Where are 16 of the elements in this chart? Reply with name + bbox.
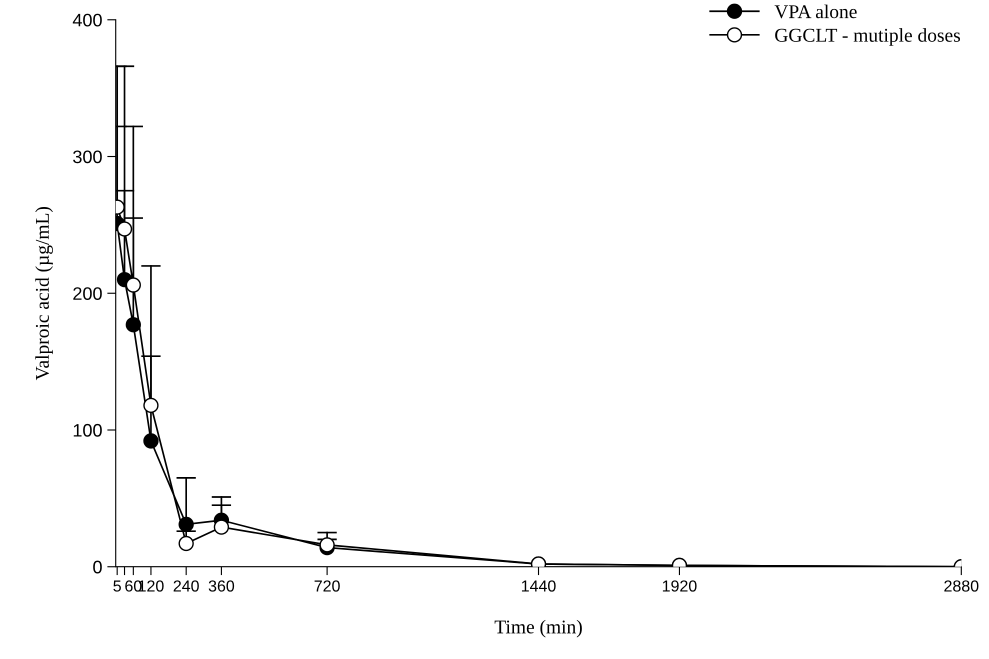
- x-axis-title: Time (min): [494, 620, 582, 638]
- y-tick-label: 400: [72, 14, 102, 26]
- legend-label: GGCLT - mutiple doses: [775, 28, 960, 46]
- x-tick-label: 1440: [522, 580, 556, 592]
- x-tick-label: 720: [314, 580, 340, 592]
- x-tick-label: 2880: [944, 580, 978, 592]
- y-tick-label: 300: [73, 150, 102, 164]
- x-tick-label: 5: [113, 580, 121, 592]
- y-tick-label: 200: [73, 287, 102, 300]
- x-tick-label: 360: [208, 580, 234, 592]
- x-tick-label: 240: [174, 580, 199, 592]
- x-tick-label: 1920: [662, 580, 697, 592]
- y-axis-title: Valproic acid (µg/mL): [35, 206, 53, 380]
- legend-label: VPA alone: [774, 4, 857, 18]
- y-tick-label: 0: [93, 560, 102, 574]
- y-tick-label: 100: [74, 424, 102, 437]
